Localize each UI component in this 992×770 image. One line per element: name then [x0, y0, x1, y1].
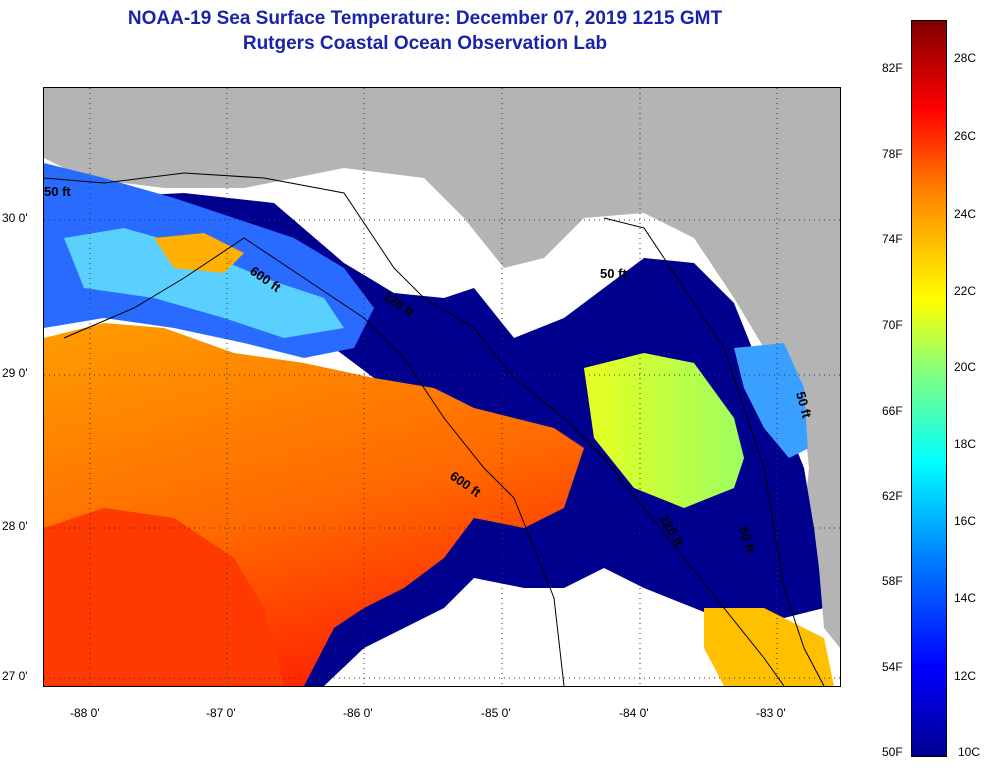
- longitude-label: -83 0': [756, 706, 786, 720]
- colorbar-label-f: 66F: [882, 404, 903, 418]
- colorbar-label-c: 10C: [958, 745, 981, 759]
- colorbar-label-c: 22C: [954, 284, 977, 298]
- colorbar-label-f: 54F: [882, 660, 903, 674]
- latitude-label: 27 0': [2, 669, 28, 683]
- latitude-label: 30 0': [2, 211, 28, 225]
- longitude-label: -85 0': [481, 706, 511, 720]
- longitude-label: -87 0': [206, 706, 236, 720]
- latitude-label: 29 0': [2, 366, 28, 380]
- colorbar-label-c: 16C: [954, 514, 977, 528]
- colorbar-label-f: 50F: [882, 745, 903, 759]
- contour-lines: [44, 172, 825, 686]
- colorbar-label-c: 26C: [954, 129, 977, 143]
- colorbar-label-f: 82F: [882, 61, 903, 75]
- land-north: [44, 88, 840, 388]
- contour-label: 50 ft: [793, 390, 815, 420]
- colorbar-label-f: 74F: [882, 232, 903, 246]
- sst-map-canvas: 600 ft 600 ft 120 ft 120 ft 50 ft 50 ft …: [44, 88, 840, 686]
- latitude-label: 28 0': [2, 519, 28, 533]
- colorbar-label-c: 24C: [954, 207, 977, 221]
- colorbar-label-c: 28C: [954, 51, 977, 65]
- contour-label: 50 ft: [736, 525, 758, 555]
- hot-water: [44, 508, 284, 686]
- contour-label: 50 ft: [44, 184, 71, 199]
- land-east: [804, 388, 840, 648]
- longitude-label: -84 0': [619, 706, 649, 720]
- temperature-colorbar: [911, 20, 947, 757]
- map-subtitle: Rutgers Coastal Ocean Observation Lab: [242, 33, 608, 54]
- longitude-label: -86 0': [343, 706, 373, 720]
- colorbar-label-f: 62F: [882, 489, 903, 503]
- contour-label: 50 ft: [600, 266, 627, 281]
- colorbar-label-c: 18C: [954, 437, 977, 451]
- longitude-label: -88 0': [70, 706, 100, 720]
- colorbar-label-c: 20C: [954, 360, 977, 374]
- colorbar-label-f: 58F: [882, 574, 903, 588]
- map-title: NOAA-19 Sea Surface Temperature: Decembe…: [127, 8, 723, 29]
- colorbar-label-c: 14C: [954, 591, 977, 605]
- sst-map: 600 ft 600 ft 120 ft 120 ft 50 ft 50 ft …: [43, 87, 841, 687]
- colorbar-label-c: 12C: [954, 669, 977, 683]
- colorbar-label-f: 70F: [882, 318, 903, 332]
- colorbar-label-f: 78F: [882, 147, 903, 161]
- yellow-water: [584, 353, 744, 508]
